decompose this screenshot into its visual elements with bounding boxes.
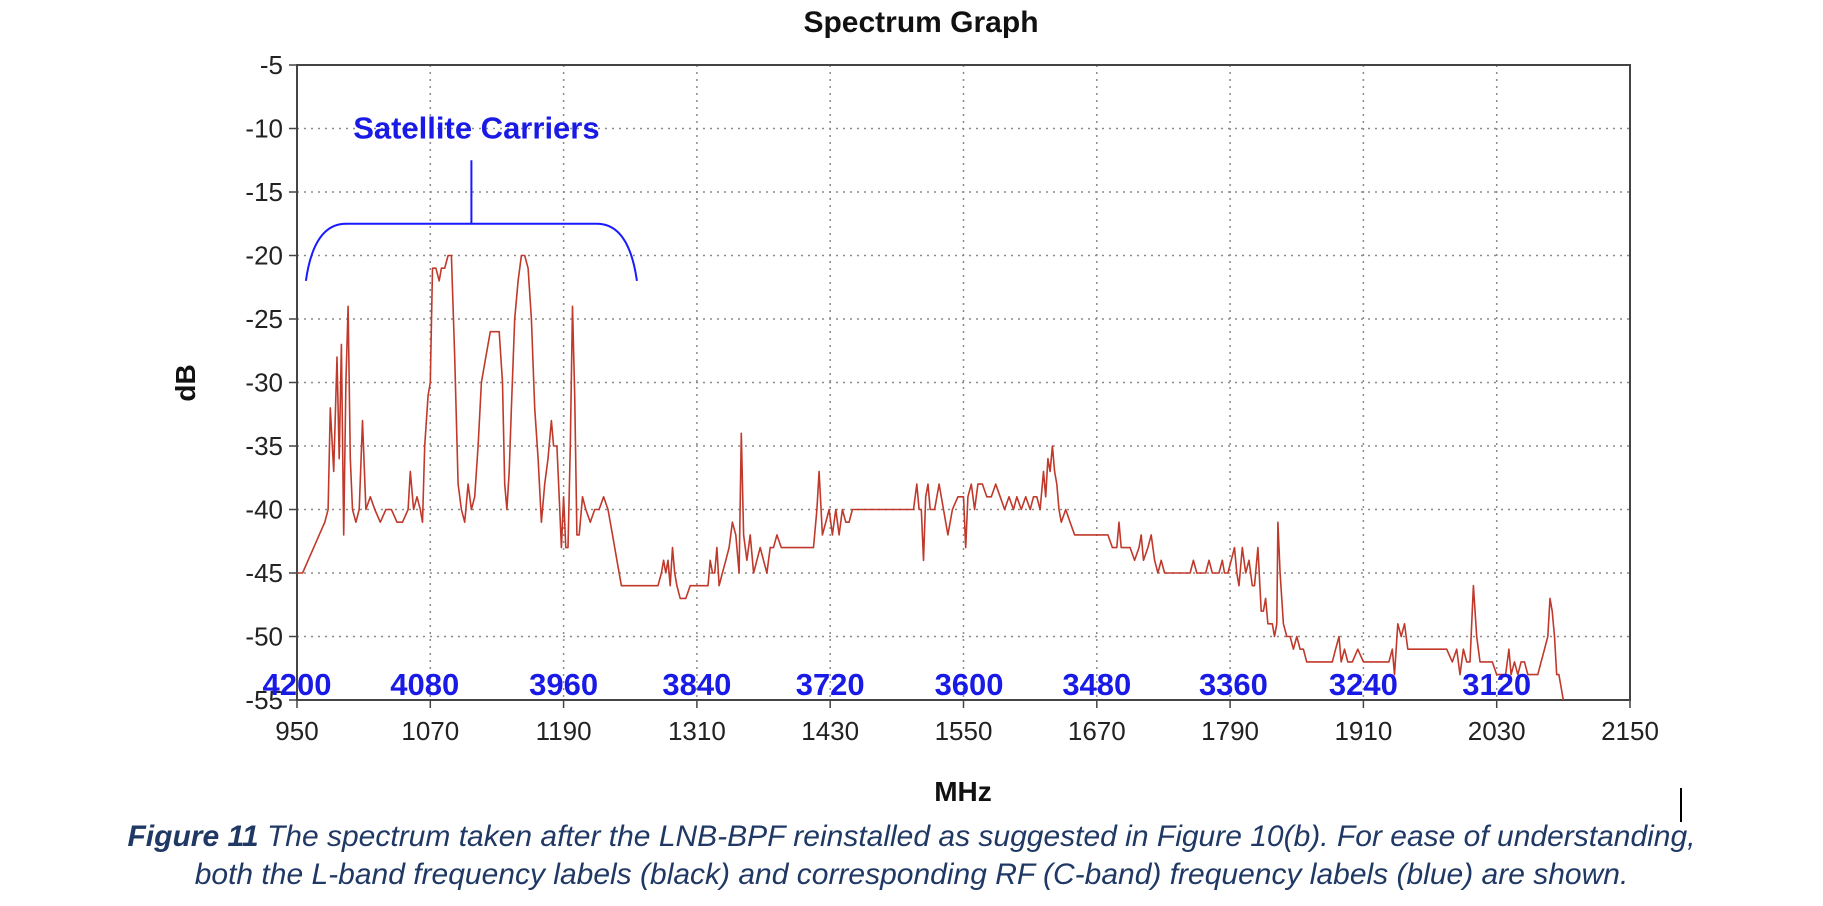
y-tick-label: -45 (245, 558, 283, 588)
brace-bracket (304, 160, 638, 282)
satellite-carriers-label: Satellite Carriers (353, 111, 599, 146)
satellite-carriers-brace: Satellite Carriers (304, 111, 638, 282)
spectrum-line (297, 254, 1565, 701)
c-band-labels: 4200 4080 3960 3840 3720 3600 3480 3360 3240 3120 (263, 667, 1532, 702)
x-tick-label: 1190 (536, 716, 592, 746)
x-tick-label: 1310 (668, 716, 726, 746)
y-tick-label: -10 (245, 114, 283, 144)
c-band-label: 4080 (390, 667, 459, 702)
y-axis-label: dB (170, 364, 201, 401)
x-tick-label: 2150 (1601, 716, 1659, 746)
y-tick-label: -55 (245, 685, 283, 715)
y-tick-label: -5 (260, 50, 283, 80)
y-tick-label: -35 (245, 431, 283, 461)
c-band-label: 3720 (796, 667, 865, 702)
y-tick-label: -25 (245, 304, 283, 334)
caption-line-2: both the L-band frequency labels (black)… (194, 858, 1629, 891)
y-tick-label: -15 (245, 177, 283, 207)
x-axis-ticks: 950 1070 1190 1310 1430 1550 1670 1790 1910 2030 2… (275, 700, 1659, 746)
c-band-label: 3600 (935, 667, 1004, 702)
grid (297, 65, 1630, 700)
c-band-label: 3480 (1062, 667, 1131, 702)
text-cursor-mark (1680, 788, 1682, 822)
figure-caption: Figure 11 The spectrum taken after the L… (0, 818, 1823, 894)
x-tick-label: 1550 (935, 716, 993, 746)
c-band-label: 3960 (529, 667, 598, 702)
y-tick-label: -20 (245, 241, 283, 271)
x-axis-label: MHz (934, 776, 992, 807)
c-band-label: 3120 (1462, 667, 1531, 702)
caption-figure-label: Figure 11 (127, 820, 259, 853)
series-layer (297, 254, 1565, 701)
x-tick-label: 1430 (801, 716, 859, 746)
y-tick-label: -40 (245, 495, 283, 525)
chart-title: Spectrum Graph (803, 6, 1038, 39)
caption-text-1: The spectrum taken after the LNB-BPF rei… (258, 820, 1696, 853)
x-tick-label: 1790 (1201, 716, 1259, 746)
x-tick-label: 1910 (1334, 716, 1392, 746)
c-band-label: 3240 (1329, 667, 1398, 702)
x-tick-label: 2030 (1468, 716, 1526, 746)
y-tick-label: -50 (245, 622, 283, 652)
c-band-label: 4200 (263, 667, 332, 702)
x-tick-label: 1070 (401, 716, 459, 746)
c-band-label: 3840 (662, 667, 731, 702)
y-tick-label: -30 (245, 368, 283, 398)
c-band-label: 3360 (1199, 667, 1268, 702)
x-tick-label: 1670 (1068, 716, 1126, 746)
x-tick-label: 950 (275, 716, 318, 746)
y-axis-ticks: -5 -10 -15 -20 -25 -30 -35 -40 -45 -50 -55 (245, 50, 297, 715)
caption-line-1: Figure 11 The spectrum taken after the L… (0, 818, 1823, 856)
